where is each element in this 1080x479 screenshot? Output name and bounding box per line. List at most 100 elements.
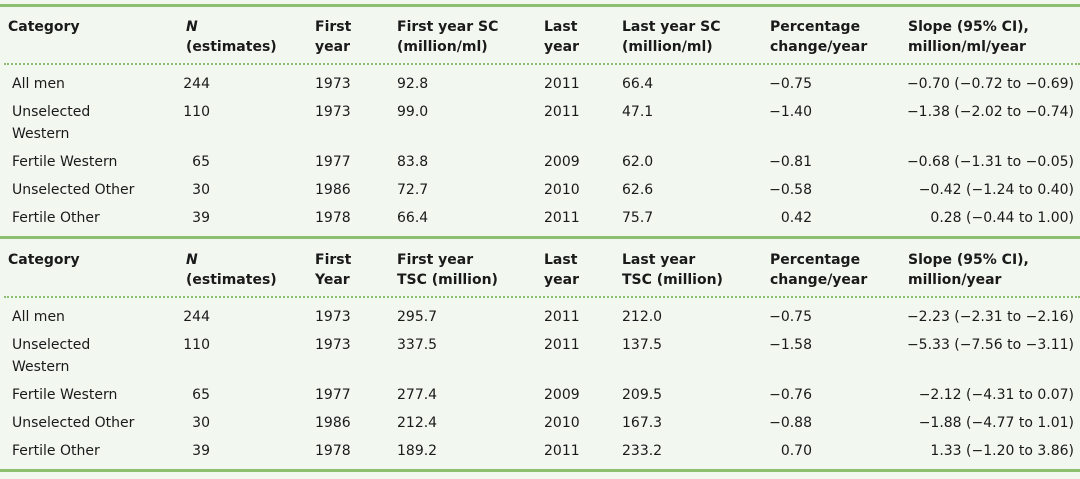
row-slope: −0.42 (−1.24 to 0.40) bbox=[918, 182, 1074, 198]
row-first-year: 1986 bbox=[315, 415, 351, 431]
header-cell: N (estimates) bbox=[186, 250, 277, 290]
header-line2: TSC (million) bbox=[622, 272, 723, 288]
header-line2: year bbox=[544, 272, 579, 288]
row-first-value: 189.2 bbox=[397, 443, 438, 459]
row-last-value: 62.6 bbox=[622, 182, 654, 198]
row-first-value: 295.7 bbox=[397, 309, 438, 325]
row-category-cont: Western bbox=[12, 359, 70, 375]
header-cell: Last year bbox=[544, 250, 579, 290]
row-percentage: −1.40 bbox=[769, 104, 812, 120]
header-cell: Category bbox=[8, 250, 80, 270]
row-category: All men bbox=[12, 76, 65, 92]
row-last-year: 2011 bbox=[544, 337, 580, 353]
row-n: 244 bbox=[183, 76, 210, 92]
header-line2: change/year bbox=[770, 272, 868, 288]
header-line1: First bbox=[315, 252, 352, 268]
row-category: Unselected Other bbox=[12, 415, 135, 431]
header-cell: N (estimates) bbox=[186, 17, 277, 57]
row-percentage: −0.81 bbox=[769, 154, 812, 170]
row-first-year: 1986 bbox=[315, 182, 351, 198]
row-n: 244 bbox=[183, 309, 210, 325]
header-line2: million/year bbox=[908, 272, 1002, 288]
header-line2: TSC (million) bbox=[397, 272, 498, 288]
middle-rule bbox=[0, 236, 1080, 239]
row-percentage: −0.76 bbox=[769, 387, 812, 403]
row-last-year: 2011 bbox=[544, 309, 580, 325]
row-n: 65 bbox=[192, 154, 210, 170]
row-category: Fertile Western bbox=[12, 154, 118, 170]
row-n: 110 bbox=[183, 337, 210, 353]
row-percentage: 0.70 bbox=[780, 443, 812, 459]
header-line1: Percentage bbox=[770, 19, 861, 35]
bottom-rule bbox=[0, 469, 1080, 472]
header-cell: Slope (95% CI), million/year bbox=[908, 250, 1029, 290]
row-first-value: 66.4 bbox=[397, 210, 429, 226]
header-line2: million/ml/year bbox=[908, 39, 1026, 55]
row-first-year: 1973 bbox=[315, 309, 351, 325]
row-percentage: −0.75 bbox=[769, 309, 812, 325]
header-cell: Percentage change/year bbox=[770, 17, 867, 57]
header-line1: First bbox=[315, 19, 352, 35]
row-category: Fertile Other bbox=[12, 443, 100, 459]
row-category: Fertile Other bbox=[12, 210, 100, 226]
header-line1: Category bbox=[8, 19, 80, 35]
header-cell: First year SC (million/ml) bbox=[397, 17, 498, 57]
header-line2: (estimates) bbox=[186, 272, 277, 288]
row-slope: −5.33 (−7.56 to −3.11) bbox=[906, 337, 1074, 353]
row-last-year: 2009 bbox=[544, 154, 580, 170]
header-line1: Slope (95% CI), bbox=[908, 252, 1029, 268]
row-last-value: 212.0 bbox=[622, 309, 663, 325]
row-category: Unselected Other bbox=[12, 182, 135, 198]
row-last-value: 167.3 bbox=[622, 415, 663, 431]
row-last-year: 2010 bbox=[544, 415, 580, 431]
header-cell: Percentage change/year bbox=[770, 250, 867, 290]
header-line2: change/year bbox=[770, 39, 868, 55]
header-line1: First year SC bbox=[397, 19, 499, 35]
row-category: Fertile Western bbox=[12, 387, 118, 403]
row-n: 30 bbox=[192, 182, 210, 198]
row-last-year: 2011 bbox=[544, 443, 580, 459]
header-cell: First year bbox=[315, 17, 351, 57]
row-percentage: −1.58 bbox=[769, 337, 812, 353]
header-line1: First year bbox=[397, 252, 474, 268]
row-first-year: 1977 bbox=[315, 387, 351, 403]
row-slope: −2.23 (−2.31 to −2.16) bbox=[906, 309, 1074, 325]
header-line2: (million/ml) bbox=[397, 39, 488, 55]
header-line2: year bbox=[315, 39, 350, 55]
header-line1: Last bbox=[544, 19, 578, 35]
row-percentage: 0.42 bbox=[780, 210, 812, 226]
row-last-year: 2010 bbox=[544, 182, 580, 198]
row-first-value: 92.8 bbox=[397, 76, 429, 92]
row-first-value: 337.5 bbox=[397, 337, 438, 353]
header-cell: Slope (95% CI), million/ml/year bbox=[908, 17, 1029, 57]
row-last-year: 2011 bbox=[544, 76, 580, 92]
row-n: 30 bbox=[192, 415, 210, 431]
header-cell: First Year bbox=[315, 250, 351, 290]
row-first-value: 99.0 bbox=[397, 104, 429, 120]
row-first-value: 212.4 bbox=[397, 415, 438, 431]
row-percentage: −0.58 bbox=[769, 182, 812, 198]
header-line2: Year bbox=[315, 272, 350, 288]
row-last-value: 47.1 bbox=[622, 104, 654, 120]
row-last-value: 233.2 bbox=[622, 443, 663, 459]
header-line1: Percentage bbox=[770, 252, 861, 268]
top-rule bbox=[0, 4, 1080, 7]
row-first-year: 1973 bbox=[315, 104, 351, 120]
header-line2: (million/ml) bbox=[622, 39, 713, 55]
row-first-value: 83.8 bbox=[397, 154, 429, 170]
row-category-cont: Western bbox=[12, 126, 70, 142]
row-last-value: 75.7 bbox=[622, 210, 654, 226]
row-category: All men bbox=[12, 309, 65, 325]
row-slope: 0.28 (−0.44 to 1.00) bbox=[930, 210, 1074, 226]
row-last-value: 137.5 bbox=[622, 337, 663, 353]
row-first-year: 1973 bbox=[315, 76, 351, 92]
row-first-year: 1978 bbox=[315, 210, 351, 226]
header-cell: First year TSC (million) bbox=[397, 250, 498, 290]
header-line1: Slope (95% CI), bbox=[908, 19, 1029, 35]
header-line1: Last year bbox=[622, 252, 696, 268]
header-line2: (estimates) bbox=[186, 39, 277, 55]
row-percentage: −0.75 bbox=[769, 76, 812, 92]
row-percentage: −0.88 bbox=[769, 415, 812, 431]
